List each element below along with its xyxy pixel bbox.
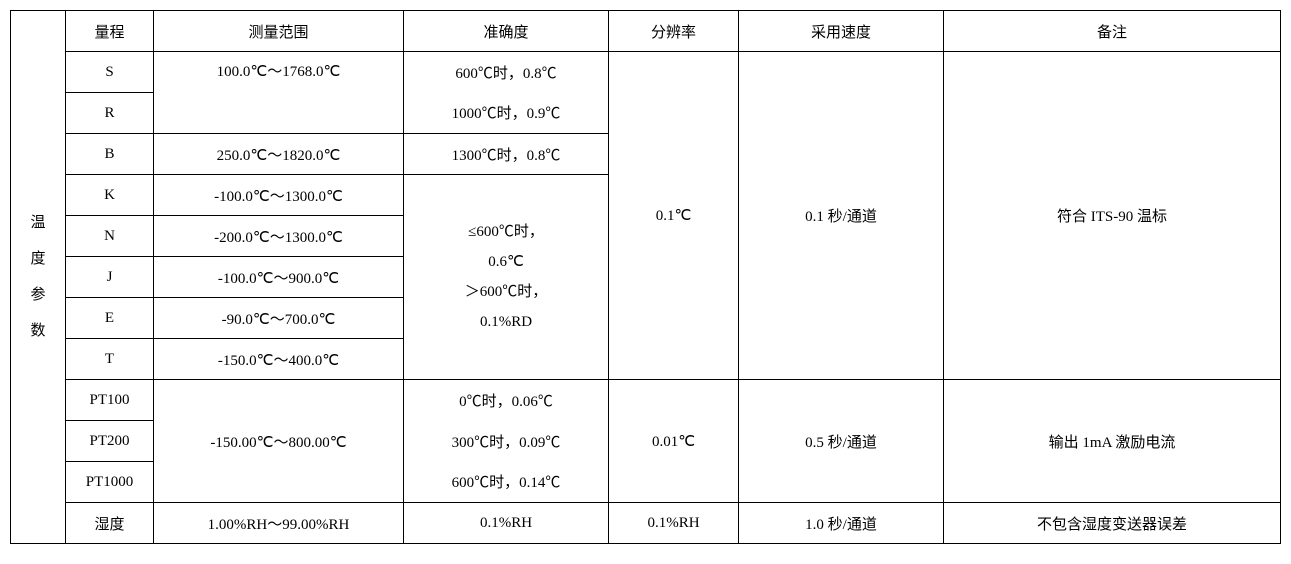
table-row: PT100 -150.00℃～800.00℃ 0℃时，0.06℃ 0.01℃ 0… (11, 380, 1281, 421)
range-cell: PT1000 (66, 462, 154, 503)
header-measure: 测量范围 (154, 11, 404, 52)
header-remark: 备注 (944, 11, 1281, 52)
accuracy-cell: 300℃时，0.09℃ (404, 421, 609, 462)
range-cell: T (66, 339, 154, 380)
measure-cell: 250.0℃～1820.0℃ (154, 134, 404, 175)
range-cell: J (66, 257, 154, 298)
speed-cell: 0.5 秒/通道 (739, 380, 944, 503)
measure-cell: -100.0℃～1300.0℃ (154, 175, 404, 216)
table-header-row: 温度参数 量程 测量范围 准确度 分辨率 采用速度 备注 (11, 11, 1281, 52)
resolution-cell: 0.01℃ (609, 380, 739, 503)
accuracy-line: 0.1%RD (480, 314, 532, 330)
header-resolution: 分辨率 (609, 11, 739, 52)
range-cell: PT100 (66, 380, 154, 421)
remark-cell: 输出 1mA 激励电流 (944, 380, 1281, 503)
measure-cell: -100.0℃～900.0℃ (154, 257, 404, 298)
measure-cell: 100.0℃～1768.0℃ (154, 52, 404, 134)
range-cell: R (66, 93, 154, 134)
range-cell: N (66, 216, 154, 257)
side-label: 温度参数 (11, 11, 66, 544)
speed-cell: 1.0 秒/通道 (739, 503, 944, 544)
accuracy-line: 0.6℃ (488, 254, 524, 270)
accuracy-cell: 0℃时，0.06℃ (404, 380, 609, 421)
range-cell: K (66, 175, 154, 216)
measure-cell: -200.0℃～1300.0℃ (154, 216, 404, 257)
range-cell: 湿度 (66, 503, 154, 544)
accuracy-cell: 1300℃时，0.8℃ (404, 134, 609, 175)
remark-cell: 不包含湿度变送器误差 (944, 503, 1281, 544)
range-cell: PT200 (66, 421, 154, 462)
resolution-cell: 0.1%RH (609, 503, 739, 544)
accuracy-cell: ≤600℃时， 0.6℃ ＞600℃时， 0.1%RD (404, 175, 609, 380)
accuracy-line: ≤600℃时， (468, 224, 544, 240)
accuracy-line: ＞600℃时， (465, 284, 548, 300)
header-speed: 采用速度 (739, 11, 944, 52)
range-cell: E (66, 298, 154, 339)
measure-cell: -90.0℃～700.0℃ (154, 298, 404, 339)
accuracy-cell: 1000℃时，0.9℃ (404, 93, 609, 134)
measure-cell: -150.00℃～800.00℃ (154, 380, 404, 503)
spec-table: 温度参数 量程 测量范围 准确度 分辨率 采用速度 备注 S 100.0℃～17… (10, 10, 1281, 544)
header-range: 量程 (66, 11, 154, 52)
measure-cell: -150.0℃～400.0℃ (154, 339, 404, 380)
accuracy-cell: 0.1%RH (404, 503, 609, 544)
resolution-cell: 0.1℃ (609, 52, 739, 380)
table-row: S 100.0℃～1768.0℃ 600℃时，0.8℃ 0.1℃ 0.1 秒/通… (11, 52, 1281, 93)
side-label-text: 温度参数 (30, 215, 45, 339)
accuracy-cell: 600℃时，0.8℃ (404, 52, 609, 93)
table-row: 湿度 1.00%RH～99.00%RH 0.1%RH 0.1%RH 1.0 秒/… (11, 503, 1281, 544)
range-cell: S (66, 52, 154, 93)
header-accuracy: 准确度 (404, 11, 609, 52)
measure-cell: 1.00%RH～99.00%RH (154, 503, 404, 544)
range-cell: B (66, 134, 154, 175)
remark-cell: 符合 ITS-90 温标 (944, 52, 1281, 380)
accuracy-cell: 600℃时，0.14℃ (404, 462, 609, 503)
speed-cell: 0.1 秒/通道 (739, 52, 944, 380)
